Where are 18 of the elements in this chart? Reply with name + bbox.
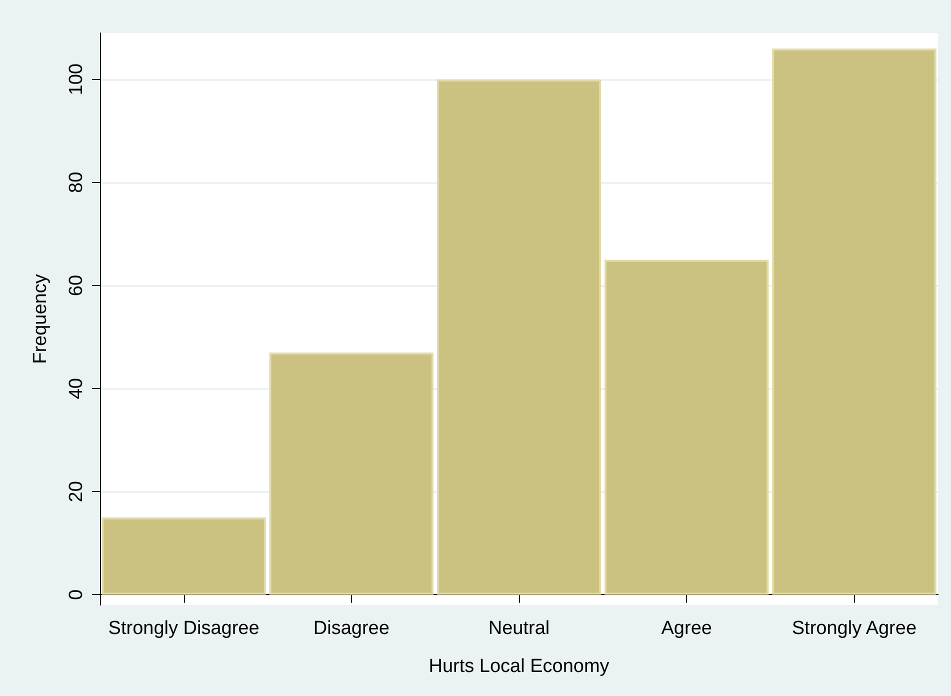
bar bbox=[102, 517, 266, 595]
x-tick-label: Disagree bbox=[313, 618, 390, 639]
x-tick-label: Neutral bbox=[488, 618, 550, 639]
bar bbox=[269, 352, 434, 595]
x-axis-title: Hurts Local Economy bbox=[428, 656, 610, 677]
y-tick-label: 20 bbox=[66, 481, 87, 502]
y-tick-label: 60 bbox=[66, 274, 87, 296]
y-tick-label: 40 bbox=[66, 378, 87, 400]
y-tick-label: 0 bbox=[66, 589, 87, 600]
bar bbox=[604, 260, 769, 595]
y-tick-label: 80 bbox=[66, 172, 87, 194]
y-axis-title: Frequency bbox=[30, 274, 51, 364]
bar bbox=[772, 48, 936, 595]
x-tick-label: Agree bbox=[661, 618, 712, 639]
x-tick-label: Strongly Disagree bbox=[108, 618, 260, 639]
bar bbox=[436, 79, 602, 595]
x-tick-label: Strongly Agree bbox=[792, 618, 917, 639]
y-tick-label: 100 bbox=[66, 64, 87, 96]
